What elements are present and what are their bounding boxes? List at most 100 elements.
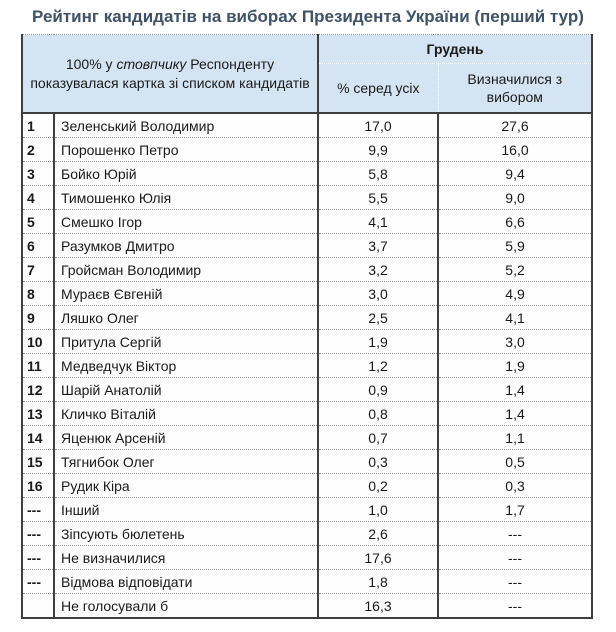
- percent-all-cell: 9,9: [317, 137, 440, 162]
- percent-all-cell: 1,9: [317, 329, 440, 354]
- percent-all-cell: 5,5: [317, 185, 440, 210]
- percent-decided-cell: 5,9: [437, 233, 594, 258]
- candidate-name-cell: Не визначилися: [52, 545, 320, 570]
- percent-all-cell: 16,3: [317, 593, 440, 619]
- header-row-1: 100% у стовпчику Респонденту показувалас…: [22, 34, 593, 114]
- percent-decided-cell: 4,1: [437, 305, 594, 330]
- table-row: 14 Яценюк Арсеній 0,7 1,1: [21, 425, 594, 450]
- percent-all-cell: 3,7: [317, 233, 440, 258]
- table-row: --- Інший 1,0 1,7: [21, 497, 594, 522]
- table-row: 9 Ляшко Олег 2,5 4,1: [21, 305, 594, 330]
- percent-all-cell: 0,2: [317, 473, 440, 498]
- candidate-name-cell: Ляшко Олег: [52, 305, 320, 330]
- header-row-2: % серед усіх Визначилися з вибором: [22, 63, 593, 114]
- percent-decided-cell: ---: [437, 521, 594, 546]
- percent-decided-cell: 9,0: [437, 185, 594, 210]
- candidate-name-cell: Тимошенко Юлія: [52, 185, 320, 210]
- table-header: 100% у стовпчику Респонденту показувалас…: [22, 34, 593, 114]
- rank-cell: [21, 593, 55, 619]
- rank-cell: 15: [21, 449, 55, 474]
- percent-decided-cell: 16,0: [437, 137, 594, 162]
- candidate-name-cell: Бойко Юрій: [52, 161, 320, 186]
- rank-cell: 11: [21, 353, 55, 378]
- rank-cell: 8: [21, 281, 55, 306]
- ratings-table: 100% у стовпчику Респонденту показувалас…: [21, 34, 594, 619]
- percent-decided-cell: 4,9: [437, 281, 594, 306]
- percent-all-cell: 0,3: [317, 449, 440, 474]
- rank-cell: 12: [21, 377, 55, 402]
- rank-cell: ---: [21, 521, 55, 546]
- table-row: 3 Бойко Юрій 5,8 9,4: [21, 161, 594, 186]
- percent-decided-cell: 5,2: [437, 257, 594, 282]
- percent-decided-cell: 1,4: [437, 401, 594, 426]
- header-month-cell: Грудень: [318, 34, 593, 64]
- candidate-name-cell: Шарій Анатолій: [52, 377, 320, 402]
- candidate-name-cell: Зеленський Володимир: [52, 112, 320, 138]
- table-row: 8 Мураєв Євгеній 3,0 4,9: [21, 281, 594, 306]
- rank-cell: ---: [21, 545, 55, 570]
- percent-decided-cell: ---: [437, 545, 594, 570]
- table-row: 5 Смешко Ігор 4,1 6,6: [21, 209, 594, 234]
- candidate-name-cell: Медведчук Віктор: [52, 353, 320, 378]
- percent-all-cell: 1,8: [317, 569, 440, 594]
- candidate-name-cell: Гройсман Володимир: [52, 257, 320, 282]
- percent-decided-cell: ---: [437, 569, 594, 594]
- header-col-decided: Визначилися з вибором: [438, 63, 593, 114]
- rank-cell: 16: [21, 473, 55, 498]
- table-body: 1 Зеленський Володимир 17,0 27,6 2 Порошенко …: [21, 112, 594, 619]
- candidate-name-cell: Яценюк Арсеній: [52, 425, 320, 450]
- percent-decided-cell: 1,4: [437, 377, 594, 402]
- candidate-name-cell: Тягнибок Олег: [52, 449, 320, 474]
- percent-all-cell: 5,8: [317, 161, 440, 186]
- table-row: 13 Кличко Віталій 0,8 1,4: [21, 401, 594, 426]
- percent-all-cell: 17,0: [317, 112, 440, 138]
- rank-cell: 4: [21, 185, 55, 210]
- header-note-text-after: Респонденту показувалася картка зі списк…: [30, 55, 310, 91]
- percent-all-cell: 0,7: [317, 425, 440, 450]
- rank-cell: ---: [21, 569, 55, 594]
- percent-all-cell: 4,1: [317, 209, 440, 234]
- header-note-text-italic: стовпчику: [116, 55, 187, 72]
- table-row: 7 Гройсман Володимир 3,2 5,2: [21, 257, 594, 282]
- rank-cell: 9: [21, 305, 55, 330]
- page-title: Рейтинг кандидатів на виборах Президента…: [32, 7, 584, 26]
- percent-decided-cell: 9,4: [437, 161, 594, 186]
- rank-cell: 5: [21, 209, 55, 234]
- percent-all-cell: 17,6: [317, 545, 440, 570]
- candidate-name-cell: Інший: [52, 497, 320, 522]
- table-row: 2 Порошенко Петро 9,9 16,0: [21, 137, 594, 162]
- rank-cell: 6: [21, 233, 55, 258]
- percent-decided-cell: ---: [437, 593, 594, 619]
- rank-cell: 10: [21, 329, 55, 354]
- percent-all-cell: 3,2: [317, 257, 440, 282]
- percent-all-cell: 1,0: [317, 497, 440, 522]
- percent-decided-cell: 1,9: [437, 353, 594, 378]
- header-col-percent-all: % серед усіх: [318, 63, 439, 114]
- percent-all-cell: 3,0: [317, 281, 440, 306]
- percent-decided-cell: 27,6: [437, 112, 594, 138]
- candidate-name-cell: Притула Сергій: [52, 329, 320, 354]
- table-row: 4 Тимошенко Юлія 5,5 9,0: [21, 185, 594, 210]
- candidate-name-cell: Відмова відповідати: [52, 569, 320, 594]
- page: Рейтинг кандидатів на виборах Президента…: [21, 7, 594, 619]
- rank-cell: 3: [21, 161, 55, 186]
- candidate-name-cell: Зіпсують бюлетень: [52, 521, 320, 546]
- percent-all-cell: 2,5: [317, 305, 440, 330]
- rank-cell: 14: [21, 425, 55, 450]
- header-note-text-before: 100% у: [65, 55, 117, 72]
- table-row: 6 Разумков Дмитро 3,7 5,9: [21, 233, 594, 258]
- table-row: 16 Рудик Кіра 0,2 0,3: [21, 473, 594, 498]
- percent-all-cell: 2,6: [317, 521, 440, 546]
- candidate-name-cell: Рудик Кіра: [52, 473, 320, 498]
- table-row: --- Зіпсують бюлетень 2,6 ---: [21, 521, 594, 546]
- table-row: 12 Шарій Анатолій 0,9 1,4: [21, 377, 594, 402]
- percent-decided-cell: 0,5: [437, 449, 594, 474]
- percent-decided-cell: 6,6: [437, 209, 594, 234]
- candidate-name-cell: Мураєв Євгеній: [52, 281, 320, 306]
- candidate-name-cell: Порошенко Петро: [52, 137, 320, 162]
- rank-cell: 1: [21, 112, 55, 138]
- percent-decided-cell: 3,0: [437, 329, 594, 354]
- candidate-name-cell: Не голосували б: [52, 593, 320, 619]
- table-row: 15 Тягнибок Олег 0,3 0,5: [21, 449, 594, 474]
- table-row: Не голосували б 16,3 ---: [21, 593, 594, 619]
